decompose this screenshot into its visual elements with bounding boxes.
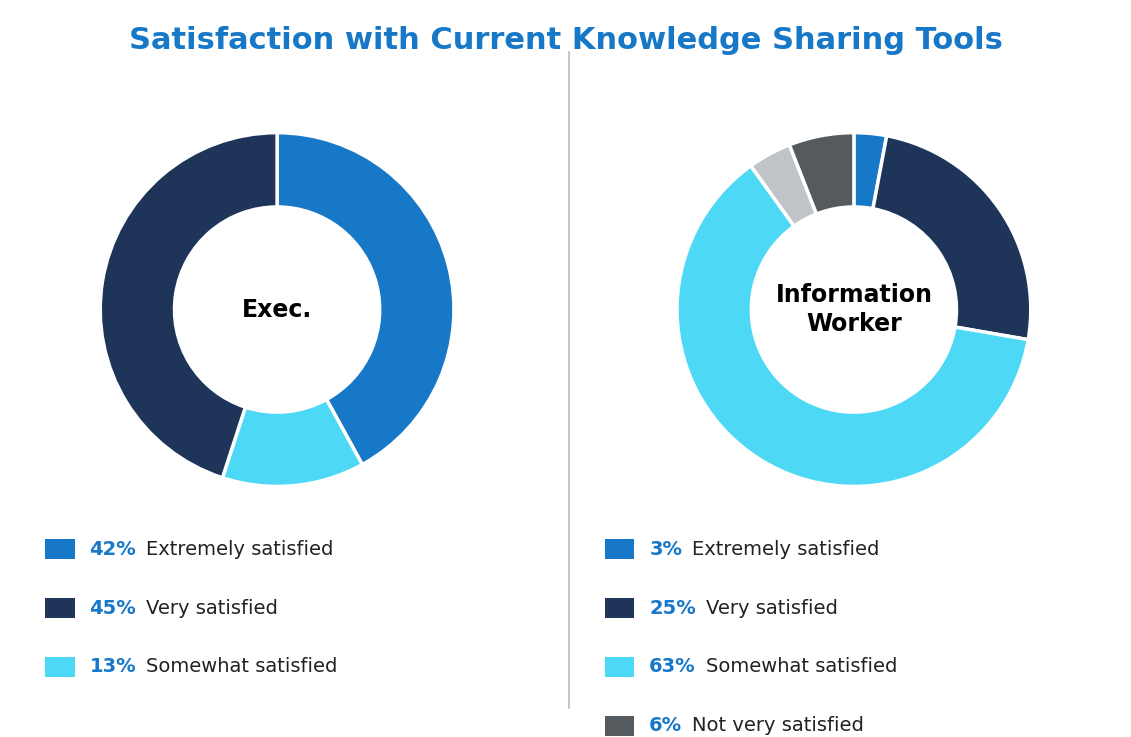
Text: Information
Worker: Information Worker	[776, 283, 932, 336]
Text: Somewhat satisfied: Somewhat satisfied	[706, 657, 897, 677]
Text: 25%: 25%	[649, 598, 696, 618]
Wedge shape	[223, 399, 362, 486]
Text: 45%: 45%	[89, 598, 136, 618]
Text: Not very satisfied: Not very satisfied	[692, 716, 864, 736]
Wedge shape	[854, 133, 887, 209]
Text: 6%: 6%	[649, 716, 682, 736]
Wedge shape	[277, 133, 454, 464]
Wedge shape	[789, 133, 854, 214]
Text: 13%: 13%	[89, 657, 136, 677]
Text: Very satisfied: Very satisfied	[706, 598, 838, 618]
Wedge shape	[101, 133, 277, 478]
Text: Extremely satisfied: Extremely satisfied	[146, 539, 334, 559]
Text: Satisfaction with Current Knowledge Sharing Tools: Satisfaction with Current Knowledge Shar…	[129, 26, 1002, 55]
Wedge shape	[751, 145, 817, 226]
Wedge shape	[873, 136, 1030, 340]
Text: 3%: 3%	[649, 539, 682, 559]
Text: 63%: 63%	[649, 657, 696, 677]
Text: Exec.: Exec.	[242, 298, 312, 321]
Text: 42%: 42%	[89, 539, 136, 559]
Text: Extremely satisfied: Extremely satisfied	[692, 539, 880, 559]
Text: Very satisfied: Very satisfied	[146, 598, 278, 618]
Text: Somewhat satisfied: Somewhat satisfied	[146, 657, 337, 677]
Wedge shape	[677, 166, 1028, 486]
